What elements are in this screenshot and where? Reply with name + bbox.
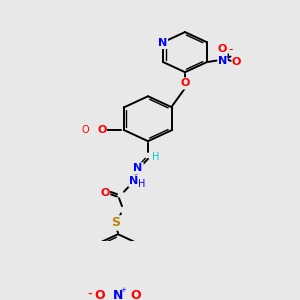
Text: -: - bbox=[88, 288, 92, 300]
Text: N: N bbox=[158, 38, 167, 48]
Text: +: + bbox=[225, 54, 231, 60]
Text: H: H bbox=[138, 179, 146, 189]
Text: O: O bbox=[97, 125, 106, 135]
Text: N: N bbox=[113, 289, 123, 300]
Text: N: N bbox=[218, 56, 227, 66]
Text: O: O bbox=[218, 44, 227, 54]
Text: O: O bbox=[82, 125, 90, 135]
Text: O: O bbox=[232, 57, 241, 67]
Text: O: O bbox=[100, 188, 110, 197]
Text: +: + bbox=[120, 287, 126, 293]
Text: O: O bbox=[180, 78, 190, 88]
Text: O: O bbox=[131, 289, 141, 300]
Text: N: N bbox=[134, 164, 142, 173]
Text: -: - bbox=[228, 43, 233, 56]
Text: O: O bbox=[95, 289, 105, 300]
Text: H: H bbox=[152, 152, 160, 162]
Text: N: N bbox=[129, 176, 139, 186]
Text: S: S bbox=[112, 217, 121, 230]
